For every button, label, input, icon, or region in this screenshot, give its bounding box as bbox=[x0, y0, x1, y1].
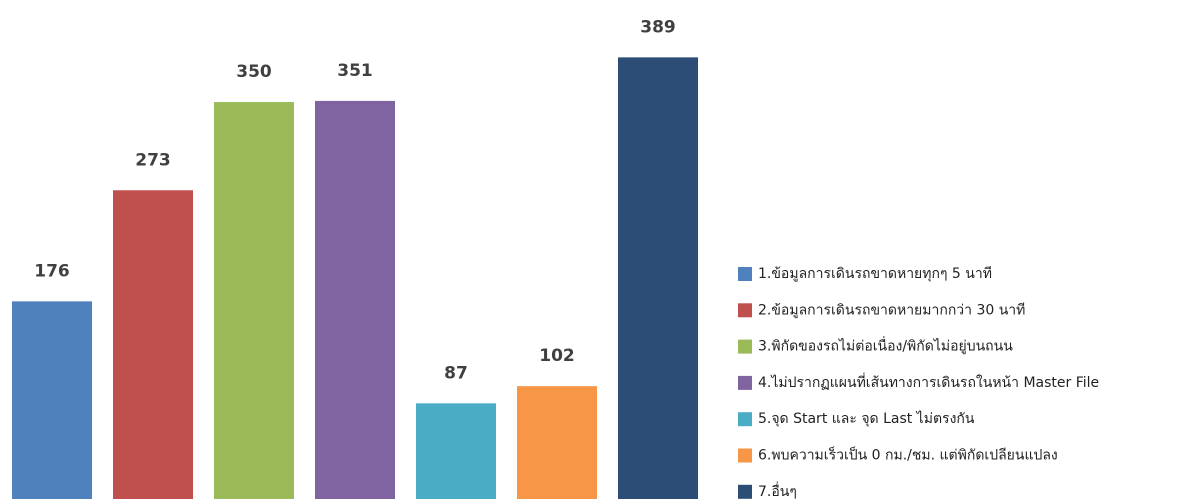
bar bbox=[618, 57, 698, 499]
legend-swatch bbox=[738, 339, 752, 354]
bar bbox=[517, 386, 597, 499]
legend-label: 5.จุด Start และ จุด Last ไม่ตรงกัน bbox=[758, 410, 975, 427]
legend-label: 1.ข้อมูลการเดินรถขาดหายทุกๆ 5 นาที bbox=[758, 266, 992, 282]
legend-swatch bbox=[738, 267, 752, 281]
legend-label: 7.อื่นๆ bbox=[758, 482, 797, 499]
legend-label: 3.พิกัดของรถไม่ต่อเนื่อง/พิกัดไม่อยู่บนถ… bbox=[758, 337, 1013, 355]
bar bbox=[214, 102, 294, 499]
data-label: 273 bbox=[135, 150, 171, 170]
data-label: 389 bbox=[640, 17, 676, 37]
bar bbox=[12, 301, 92, 499]
bar bbox=[315, 100, 395, 499]
data-label: 176 bbox=[34, 261, 70, 281]
bar bbox=[113, 190, 193, 499]
legend-swatch bbox=[738, 412, 752, 427]
legend-label: 6.พบความเร็วเป็น 0 กม./ชม. แต่พิกัดเปลีย… bbox=[758, 446, 1058, 464]
bar bbox=[416, 403, 496, 499]
data-label: 87 bbox=[444, 363, 468, 383]
legend-swatch bbox=[738, 303, 752, 318]
legend-label: 2.ข้อมูลการเดินรถขาดหายมากกว่า 30 นาที bbox=[758, 302, 1025, 318]
legend-swatch bbox=[738, 375, 752, 390]
legend-label: 4.ไม่ปรากฏแผนที่เส้นทางการเดินรถในหน้า M… bbox=[758, 373, 1099, 391]
data-label: 350 bbox=[236, 62, 272, 82]
legend-swatch bbox=[738, 448, 752, 463]
data-label: 351 bbox=[337, 61, 373, 81]
legend-swatch bbox=[738, 484, 752, 499]
data-label: 102 bbox=[539, 346, 575, 366]
